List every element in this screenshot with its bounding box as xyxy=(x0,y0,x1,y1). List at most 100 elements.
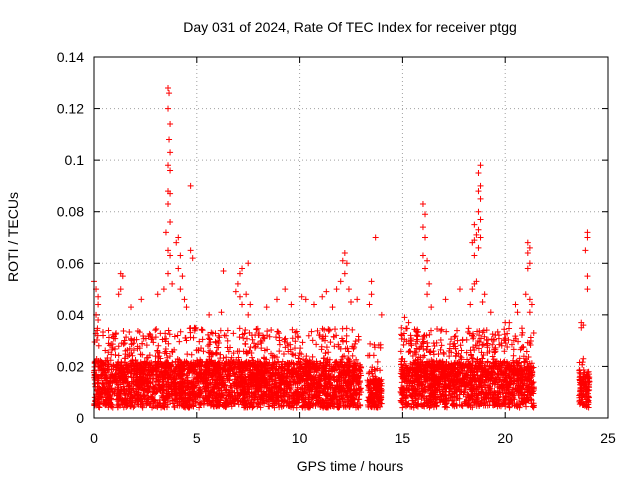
data-point xyxy=(349,367,356,374)
data-point xyxy=(203,383,210,390)
data-point xyxy=(323,344,330,351)
data-point xyxy=(483,395,490,402)
data-point xyxy=(228,354,235,361)
data-point xyxy=(504,330,511,337)
data-point xyxy=(304,359,311,366)
data-point xyxy=(196,369,203,376)
data-point xyxy=(157,355,164,362)
data-point xyxy=(368,391,375,398)
data-point xyxy=(266,333,273,340)
data-point xyxy=(320,359,327,366)
data-point xyxy=(294,399,301,406)
data-point xyxy=(240,379,247,386)
data-point xyxy=(145,366,152,373)
data-point xyxy=(215,361,222,368)
data-point xyxy=(296,350,303,357)
data-point xyxy=(273,388,280,395)
data-point xyxy=(209,330,216,337)
data-point xyxy=(365,403,372,410)
data-point xyxy=(144,372,151,379)
data-point xyxy=(326,326,333,333)
data-point xyxy=(440,351,447,358)
data-point xyxy=(154,360,161,367)
data-point xyxy=(108,385,115,392)
data-point xyxy=(164,390,171,397)
data-point xyxy=(99,329,106,336)
data-point xyxy=(165,363,172,370)
data-point xyxy=(191,385,198,392)
data-point xyxy=(316,385,323,392)
data-point xyxy=(293,373,300,380)
data-point xyxy=(198,375,205,382)
data-point xyxy=(216,334,223,341)
data-point xyxy=(333,358,340,365)
data-point xyxy=(317,389,324,396)
data-point xyxy=(249,336,256,343)
data-point xyxy=(91,359,98,366)
data-point xyxy=(265,370,272,377)
data-point xyxy=(403,338,410,345)
data-point xyxy=(169,385,176,392)
data-point xyxy=(431,343,438,350)
data-point xyxy=(372,382,379,389)
data-point xyxy=(327,339,334,346)
data-point xyxy=(377,367,384,374)
data-point xyxy=(342,403,349,410)
data-point xyxy=(335,404,342,411)
data-point xyxy=(105,366,112,373)
data-point xyxy=(107,357,114,364)
data-point xyxy=(213,350,220,357)
data-point xyxy=(287,346,294,353)
data-point xyxy=(353,378,360,385)
data-point xyxy=(269,378,276,385)
data-point xyxy=(206,335,213,342)
data-point xyxy=(280,381,287,388)
data-point xyxy=(94,399,101,406)
data-point xyxy=(243,335,250,342)
data-point xyxy=(254,388,261,395)
data-point xyxy=(163,335,170,342)
data-point xyxy=(482,362,489,369)
data-point xyxy=(162,348,169,355)
data-point xyxy=(196,404,203,411)
data-point xyxy=(266,359,273,366)
data-point xyxy=(243,348,250,355)
data-point xyxy=(397,348,404,355)
data-point xyxy=(366,385,373,392)
data-point xyxy=(340,387,347,394)
data-point xyxy=(489,380,496,387)
data-point xyxy=(242,403,249,410)
data-point xyxy=(336,369,343,376)
data-point xyxy=(289,335,296,342)
data-point xyxy=(512,333,519,340)
data-point xyxy=(199,336,206,343)
data-point xyxy=(372,367,379,374)
data-point xyxy=(226,389,233,396)
data-point xyxy=(166,331,173,338)
data-point xyxy=(109,389,116,396)
data-point xyxy=(248,392,255,399)
data-point xyxy=(236,325,243,332)
data-point xyxy=(297,378,304,385)
data-point xyxy=(475,345,482,352)
data-point xyxy=(161,364,168,371)
data-point xyxy=(225,348,232,355)
data-point xyxy=(182,399,189,406)
data-point xyxy=(398,324,405,331)
data-point xyxy=(330,333,337,340)
data-point xyxy=(92,367,99,374)
data-point xyxy=(496,365,503,372)
data-point xyxy=(454,327,461,334)
data-point xyxy=(252,344,259,351)
data-point xyxy=(288,404,295,411)
data-point xyxy=(96,404,103,411)
data-point xyxy=(123,334,130,341)
data-point xyxy=(95,396,102,403)
data-point xyxy=(374,402,381,409)
data-point xyxy=(185,394,192,401)
data-point xyxy=(342,370,349,377)
data-point xyxy=(492,379,499,386)
data-point xyxy=(106,342,113,349)
data-point xyxy=(131,336,138,343)
data-point xyxy=(95,358,102,365)
